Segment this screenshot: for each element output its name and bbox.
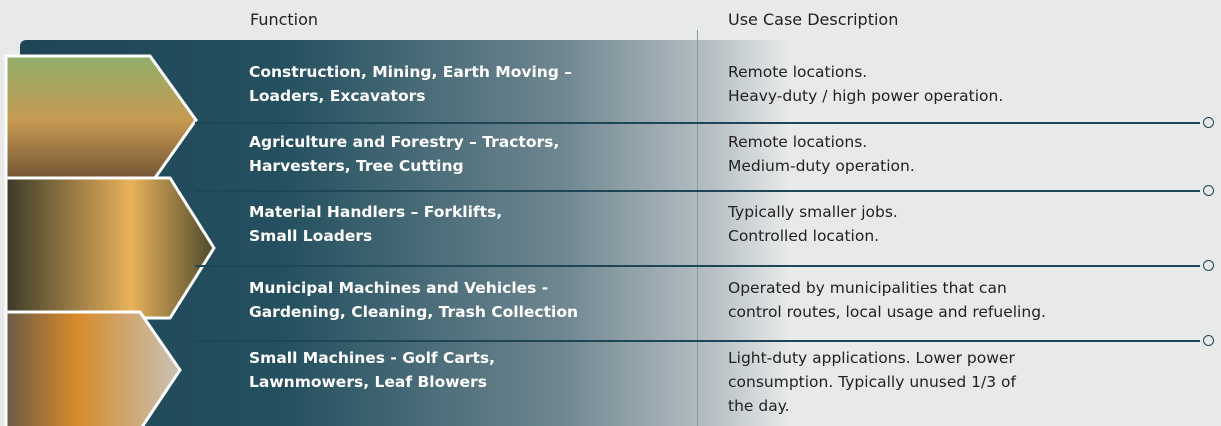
header-use-case: Use Case Description	[728, 10, 898, 29]
photo-forklift	[6, 312, 180, 426]
description-cell: Typically smaller jobs.Controlled locati…	[728, 200, 898, 248]
function-line: Harvesters, Tree Cutting	[249, 154, 559, 178]
function-cell: Municipal Machines and Vehicles -Gardeni…	[249, 276, 578, 324]
function-line: Small Machines - Golf Carts,	[249, 346, 495, 370]
photo-tractor	[6, 178, 214, 318]
page: Function Use Case Description Constructi…	[0, 0, 1221, 426]
row-dot	[1203, 117, 1214, 128]
description-line: Controlled location.	[728, 224, 898, 248]
row-dot	[1203, 260, 1214, 271]
row-divider	[195, 122, 1200, 124]
function-line: Gardening, Cleaning, Trash Collection	[249, 300, 578, 324]
description-cell: Remote locations.Medium-duty operation.	[728, 130, 915, 178]
description-line: Typically smaller jobs.	[728, 200, 898, 224]
description-line: Remote locations.	[728, 60, 1003, 84]
function-cell: Agriculture and Forestry – Tractors,Harv…	[249, 130, 559, 178]
description-line: consumption. Typically unused 1/3 of	[728, 370, 1016, 394]
description-cell: Remote locations.Heavy-duty / high power…	[728, 60, 1003, 108]
description-line: Medium-duty operation.	[728, 154, 915, 178]
row-divider	[195, 190, 1200, 192]
row-divider	[195, 340, 1200, 342]
description-line: control routes, local usage and refuelin…	[728, 300, 1046, 324]
row-dot	[1203, 335, 1214, 346]
row-divider	[195, 265, 1200, 267]
function-line: Agriculture and Forestry – Tractors,	[249, 130, 559, 154]
function-cell: Small Machines - Golf Carts,Lawnmowers, …	[249, 346, 495, 394]
function-cell: Construction, Mining, Earth Moving –Load…	[249, 60, 572, 108]
description-line: the day.	[728, 394, 1016, 418]
function-line: Material Handlers – Forklifts,	[249, 200, 502, 224]
row-dot	[1203, 185, 1214, 196]
function-cell: Material Handlers – Forklifts,Small Load…	[249, 200, 502, 248]
function-line: Lawnmowers, Leaf Blowers	[249, 370, 495, 394]
function-line: Loaders, Excavators	[249, 84, 572, 108]
photos	[0, 0, 230, 426]
description-line: Heavy-duty / high power operation.	[728, 84, 1003, 108]
divider	[697, 30, 698, 426]
description-line: Light-duty applications. Lower power	[728, 346, 1016, 370]
function-line: Construction, Mining, Earth Moving –	[249, 60, 572, 84]
description-line: Operated by municipalities that can	[728, 276, 1046, 300]
header-function: Function	[250, 10, 318, 29]
description-line: Remote locations.	[728, 130, 915, 154]
function-line: Municipal Machines and Vehicles -	[249, 276, 578, 300]
function-line: Small Loaders	[249, 224, 502, 248]
photo-excavator	[6, 56, 196, 185]
